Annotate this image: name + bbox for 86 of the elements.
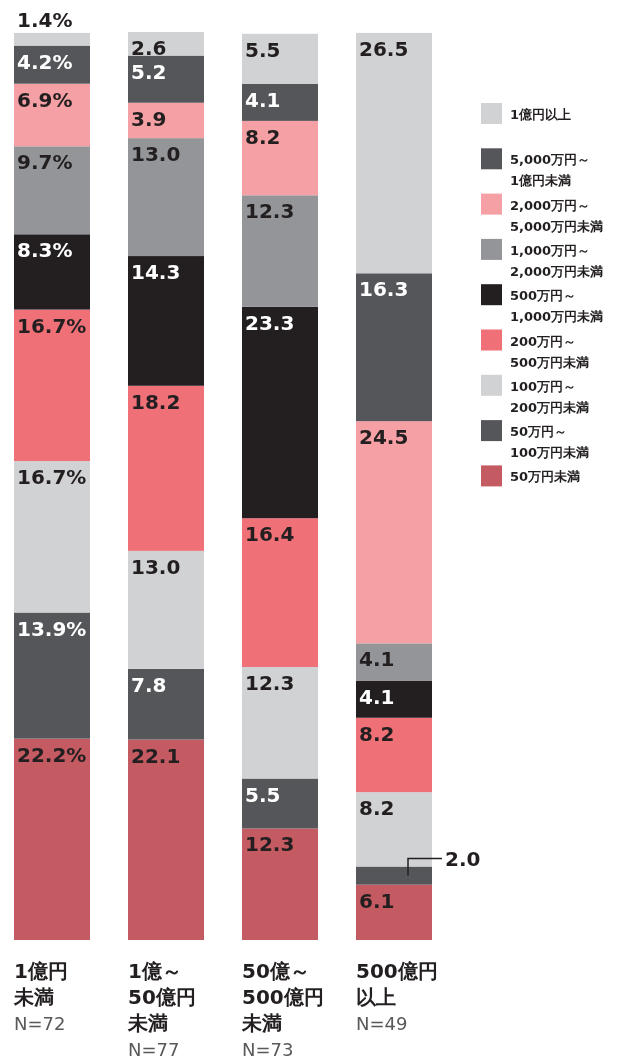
data-label: 13.0 xyxy=(131,554,181,579)
bar xyxy=(356,421,432,644)
x-tick-label: 1億円未満 xyxy=(13,959,68,1009)
data-label: 8.2 xyxy=(359,721,395,746)
bar xyxy=(14,309,90,462)
legend-label: 2,000万円～ 5,000万円未満 xyxy=(510,197,604,234)
data-label: 3.9 xyxy=(131,106,167,131)
bar xyxy=(356,32,432,274)
legend-label: 50万円～ 100万円未満 xyxy=(510,424,590,461)
bar xyxy=(14,738,90,940)
data-label: 2.0 xyxy=(445,846,481,871)
bar xyxy=(242,666,318,779)
data-label: 5.2 xyxy=(131,59,167,84)
bar xyxy=(356,717,432,793)
bar xyxy=(242,120,318,196)
legend-label: 100万円～ 200万円未満 xyxy=(510,378,590,415)
data-label: 4.1 xyxy=(359,647,395,672)
bar xyxy=(14,461,90,613)
x-tick-label: 50億～500億円未満 xyxy=(241,959,324,1035)
bar xyxy=(128,55,204,103)
text: N=77 xyxy=(128,1039,180,1060)
text: N=73 xyxy=(242,1039,294,1060)
legend-label: 1,000万円～ 2,000万円未満 xyxy=(510,242,604,279)
bar xyxy=(242,33,318,84)
bar xyxy=(14,612,90,739)
data-label: 8.2 xyxy=(359,796,395,821)
bar xyxy=(128,550,204,669)
bar xyxy=(356,866,432,885)
bar xyxy=(356,680,432,718)
data-label: 26.5 xyxy=(359,36,409,61)
data-label: 24.5 xyxy=(359,425,409,450)
data-label: 8.2 xyxy=(245,124,281,149)
bar xyxy=(356,792,432,867)
bar xyxy=(14,234,90,310)
data-label: 16.4 xyxy=(245,522,295,547)
bar xyxy=(356,884,432,940)
data-label: 22.2% xyxy=(17,742,87,767)
bar xyxy=(242,83,318,121)
bar xyxy=(128,385,204,551)
legend-label: 50万円未満 xyxy=(510,469,581,485)
data-label: 6.1 xyxy=(359,888,395,913)
bar xyxy=(128,138,204,257)
x-tick-label: 1億～50億円未満 xyxy=(127,959,196,1035)
bar xyxy=(128,739,204,940)
data-label: 13.9% xyxy=(17,616,87,641)
data-label: 22.1 xyxy=(131,743,181,768)
text: N=72 xyxy=(14,1013,66,1034)
data-label: 9.7% xyxy=(17,150,73,175)
data-label: 23.3 xyxy=(245,310,295,335)
bar xyxy=(128,256,204,386)
bar xyxy=(14,32,90,46)
data-label: 8.3% xyxy=(17,238,73,263)
legend-label: 1億円以上 xyxy=(510,107,572,122)
bar xyxy=(356,643,432,681)
legend-label: 5,000万円～ 1億円未満 xyxy=(510,152,591,189)
data-label: 7.8 xyxy=(131,672,167,697)
data-label: 1.4% xyxy=(17,7,73,32)
data-label: 14.3 xyxy=(131,260,181,285)
bar xyxy=(14,146,90,235)
bar xyxy=(242,828,318,940)
data-label: 12.3 xyxy=(245,670,295,695)
data-label: 18.2 xyxy=(131,389,181,414)
data-label: 16.7% xyxy=(17,313,87,338)
data-label: 13.0 xyxy=(131,142,181,167)
data-label: 6.9% xyxy=(17,87,73,112)
data-label: 16.7% xyxy=(17,465,87,490)
bar xyxy=(242,195,318,307)
data-label: 2.6 xyxy=(131,36,167,60)
x-tick-label: 500億円以上 xyxy=(356,959,438,1009)
data-label: 5.5 xyxy=(245,37,281,62)
bar xyxy=(14,83,90,147)
bar xyxy=(242,306,318,519)
data-label: 4.1 xyxy=(245,87,281,112)
data-label: 5.5 xyxy=(245,782,281,807)
bar xyxy=(128,668,204,740)
data-label: 12.3 xyxy=(245,832,295,857)
bar xyxy=(242,778,318,829)
text: N=49 xyxy=(356,1013,408,1034)
data-label: 16.3 xyxy=(359,277,409,302)
data-label: 4.1 xyxy=(359,684,395,709)
data-label: 12.3 xyxy=(245,199,295,224)
bar xyxy=(242,518,318,667)
legend-label: 500万円～ 1,000万円未満 xyxy=(510,288,604,325)
legend-label: 200万円～ 500万円未満 xyxy=(510,333,590,370)
data-label: 4.2% xyxy=(17,49,73,74)
bar xyxy=(356,273,432,422)
